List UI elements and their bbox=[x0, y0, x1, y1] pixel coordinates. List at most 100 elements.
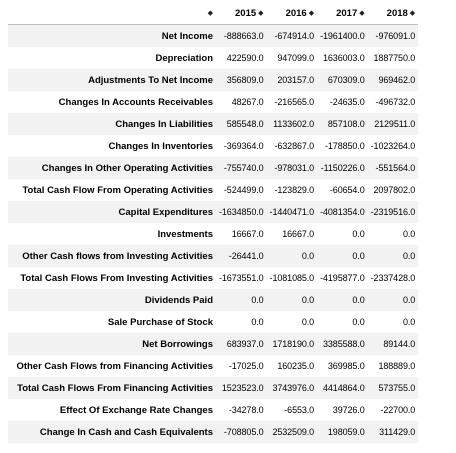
table-cell: 0.0 bbox=[352, 251, 365, 261]
table-cell: -369364.0 bbox=[223, 141, 264, 151]
table-row: Changes In Accounts Receivables 48267.0 -2… bbox=[8, 91, 418, 113]
table-cell: -123829.0 bbox=[274, 185, 315, 195]
row-label: Change In Cash and Cash Equivalents bbox=[39, 426, 213, 438]
table-row: Net Income -888663.0 -674914.0 -1961400.0 -9… bbox=[8, 24, 419, 47]
table-cell: -26441.0 bbox=[228, 251, 264, 261]
table-cell: 857108.0 bbox=[327, 119, 365, 129]
table-cell: -674914.0 bbox=[274, 31, 315, 41]
table-cell: -1081085.0 bbox=[269, 273, 315, 283]
table-cell: 2532509.0 bbox=[272, 427, 315, 437]
table-cell: -755740.0 bbox=[223, 163, 264, 173]
table-row: Other Cash Flows from Financing Activiti… bbox=[8, 355, 418, 377]
table-cell: 585548.0 bbox=[226, 119, 264, 129]
row-label: Effect Of Exchange Rate Changes bbox=[59, 404, 213, 416]
row-label: Dividends Paid bbox=[144, 294, 213, 306]
table-cell: 1718190.0 bbox=[272, 339, 315, 349]
column-header-2016[interactable]: 2016 ◆ bbox=[266, 2, 318, 25]
row-label: Depreciation bbox=[155, 52, 213, 64]
row-label: Adjustments To Net Income bbox=[88, 74, 213, 86]
table-cell: 0.0 bbox=[301, 295, 315, 305]
table-row: Effect Of Exchange Rate Changes -34278.0 -… bbox=[8, 399, 418, 421]
row-label: Total Cash Flows From Financing Activiti… bbox=[17, 382, 213, 394]
table-row: Investments 16667.0 16667.0 0.0 0.0 bbox=[8, 223, 418, 245]
table-cell: 160235.0 bbox=[277, 361, 315, 371]
table-cell: 1887750.0 bbox=[373, 53, 416, 63]
table-cell: 1636003.0 bbox=[322, 53, 365, 63]
table-row: Total Cash Flow From Operating Activitie… bbox=[8, 179, 418, 201]
table-cell: -24635.0 bbox=[329, 97, 365, 107]
table-cell: -1440471.0 bbox=[269, 207, 315, 217]
row-label: Capital Expenditures bbox=[118, 206, 214, 218]
cash-flow-table: ◆ 2015 ◆ 2016 ◆ 2017 ◆ 2018 ◆ Net Income -888… bbox=[8, 2, 419, 443]
table-cell: 969462.0 bbox=[378, 75, 416, 85]
sort-icon[interactable]: ◆ bbox=[359, 9, 365, 17]
sort-icon[interactable]: ◆ bbox=[207, 9, 213, 17]
row-label: Total Cash Flows From Investing Activiti… bbox=[20, 272, 213, 284]
row-label: Net Income bbox=[161, 30, 213, 42]
table-cell: -22700.0 bbox=[380, 405, 416, 415]
table-cell: -17025.0 bbox=[228, 361, 264, 371]
table-cell: 683937.0 bbox=[226, 339, 264, 349]
row-label: Changes In Accounts Receivables bbox=[58, 96, 213, 108]
sort-icon[interactable]: ◆ bbox=[258, 9, 264, 17]
table-row: Other Cash flows from Investing Activiti… bbox=[8, 245, 419, 267]
table-cell: 670309.0 bbox=[327, 75, 365, 85]
table-cell: -978031.0 bbox=[274, 163, 315, 173]
column-header-2018[interactable]: 2018 ◆ bbox=[367, 2, 419, 25]
table-cell: 16667.0 bbox=[282, 229, 315, 239]
table-cell: -178850.0 bbox=[325, 141, 365, 151]
row-label: Other Cash Flows from Financing Activiti… bbox=[16, 360, 213, 372]
sort-icon[interactable]: ◆ bbox=[409, 9, 416, 17]
table-row: Changes In Liabilities 585548.0 1133602.0 8… bbox=[8, 113, 419, 135]
table-cell: 0.0 bbox=[402, 229, 416, 239]
table-cell: 1133602.0 bbox=[273, 119, 315, 129]
table-cell: -2337428.0 bbox=[370, 273, 416, 283]
sort-icon[interactable]: ◆ bbox=[308, 9, 315, 17]
table-cell: 947099.0 bbox=[277, 53, 315, 63]
table-cell: -632867.0 bbox=[274, 141, 315, 151]
table-row: Depreciation 422590.0 947099.0 1636003.0 188… bbox=[8, 47, 418, 69]
table-cell: 573755.0 bbox=[378, 383, 416, 393]
table-cell: -708805.0 bbox=[223, 427, 264, 437]
table-body: Net Income -888663.0 -674914.0 -1961400.0 -9… bbox=[8, 24, 419, 443]
row-label: Sale Purchase of Stock bbox=[107, 316, 213, 328]
table-cell: 39726.0 bbox=[332, 405, 365, 415]
table-cell: -60654.0 bbox=[329, 185, 365, 195]
table-cell: 0.0 bbox=[251, 295, 264, 305]
table-cell: 203157.0 bbox=[277, 75, 315, 85]
row-label: Changes In Inventories bbox=[108, 140, 213, 152]
table-cell: 188889.0 bbox=[378, 361, 416, 371]
column-header-2017[interactable]: 2017 ◆ bbox=[317, 2, 368, 25]
table-cell: 0.0 bbox=[251, 317, 264, 327]
table-cell: -551564.0 bbox=[375, 163, 416, 173]
table-cell: 0.0 bbox=[402, 251, 416, 261]
row-label: Total Cash Flow From Operating Activitie… bbox=[22, 184, 213, 196]
table-cell: -4081354.0 bbox=[320, 207, 365, 217]
table-cell: 0.0 bbox=[301, 317, 315, 327]
table-cell: -976091.0 bbox=[375, 31, 416, 41]
row-label: Net Borrowings bbox=[142, 338, 213, 350]
table-row: Sale Purchase of Stock 0.0 0.0 0.0 0.0 bbox=[8, 311, 418, 333]
table-header: ◆ 2015 ◆ 2016 ◆ 2017 ◆ 2018 ◆ bbox=[8, 2, 419, 25]
table-cell: 48267.0 bbox=[231, 97, 264, 107]
table-cell: 1523523.0 bbox=[221, 383, 264, 393]
index-sort-header[interactable]: ◆ bbox=[8, 2, 216, 25]
row-label: Changes In Liabilities bbox=[115, 118, 213, 130]
table-cell: 3385588.0 bbox=[322, 339, 365, 349]
table-row: Changes In Inventories -369364.0 -632867.0… bbox=[8, 135, 418, 157]
table-cell: -6553.0 bbox=[284, 405, 315, 415]
header-row: ◆ 2015 ◆ 2016 ◆ 2017 ◆ 2018 ◆ bbox=[8, 2, 419, 25]
table-cell: -1023264.0 bbox=[370, 141, 416, 151]
table-cell: 369985.0 bbox=[327, 361, 365, 371]
table-cell: 0.0 bbox=[402, 295, 416, 305]
row-label: Changes In Other Operating Activities bbox=[41, 162, 213, 174]
table-cell: 0.0 bbox=[352, 229, 365, 239]
table-row: Adjustments To Net Income 356809.0 203157.… bbox=[8, 69, 419, 91]
table-cell: 16667.0 bbox=[231, 229, 264, 239]
row-label: Investments bbox=[157, 228, 213, 240]
column-header-2015[interactable]: 2015 ◆ bbox=[216, 2, 267, 25]
table-cell: -888663.0 bbox=[223, 31, 264, 41]
table-cell: -1673551.0 bbox=[219, 273, 264, 283]
table-cell: 3743976.0 bbox=[272, 383, 315, 393]
table-cell: 89144.0 bbox=[383, 339, 416, 349]
